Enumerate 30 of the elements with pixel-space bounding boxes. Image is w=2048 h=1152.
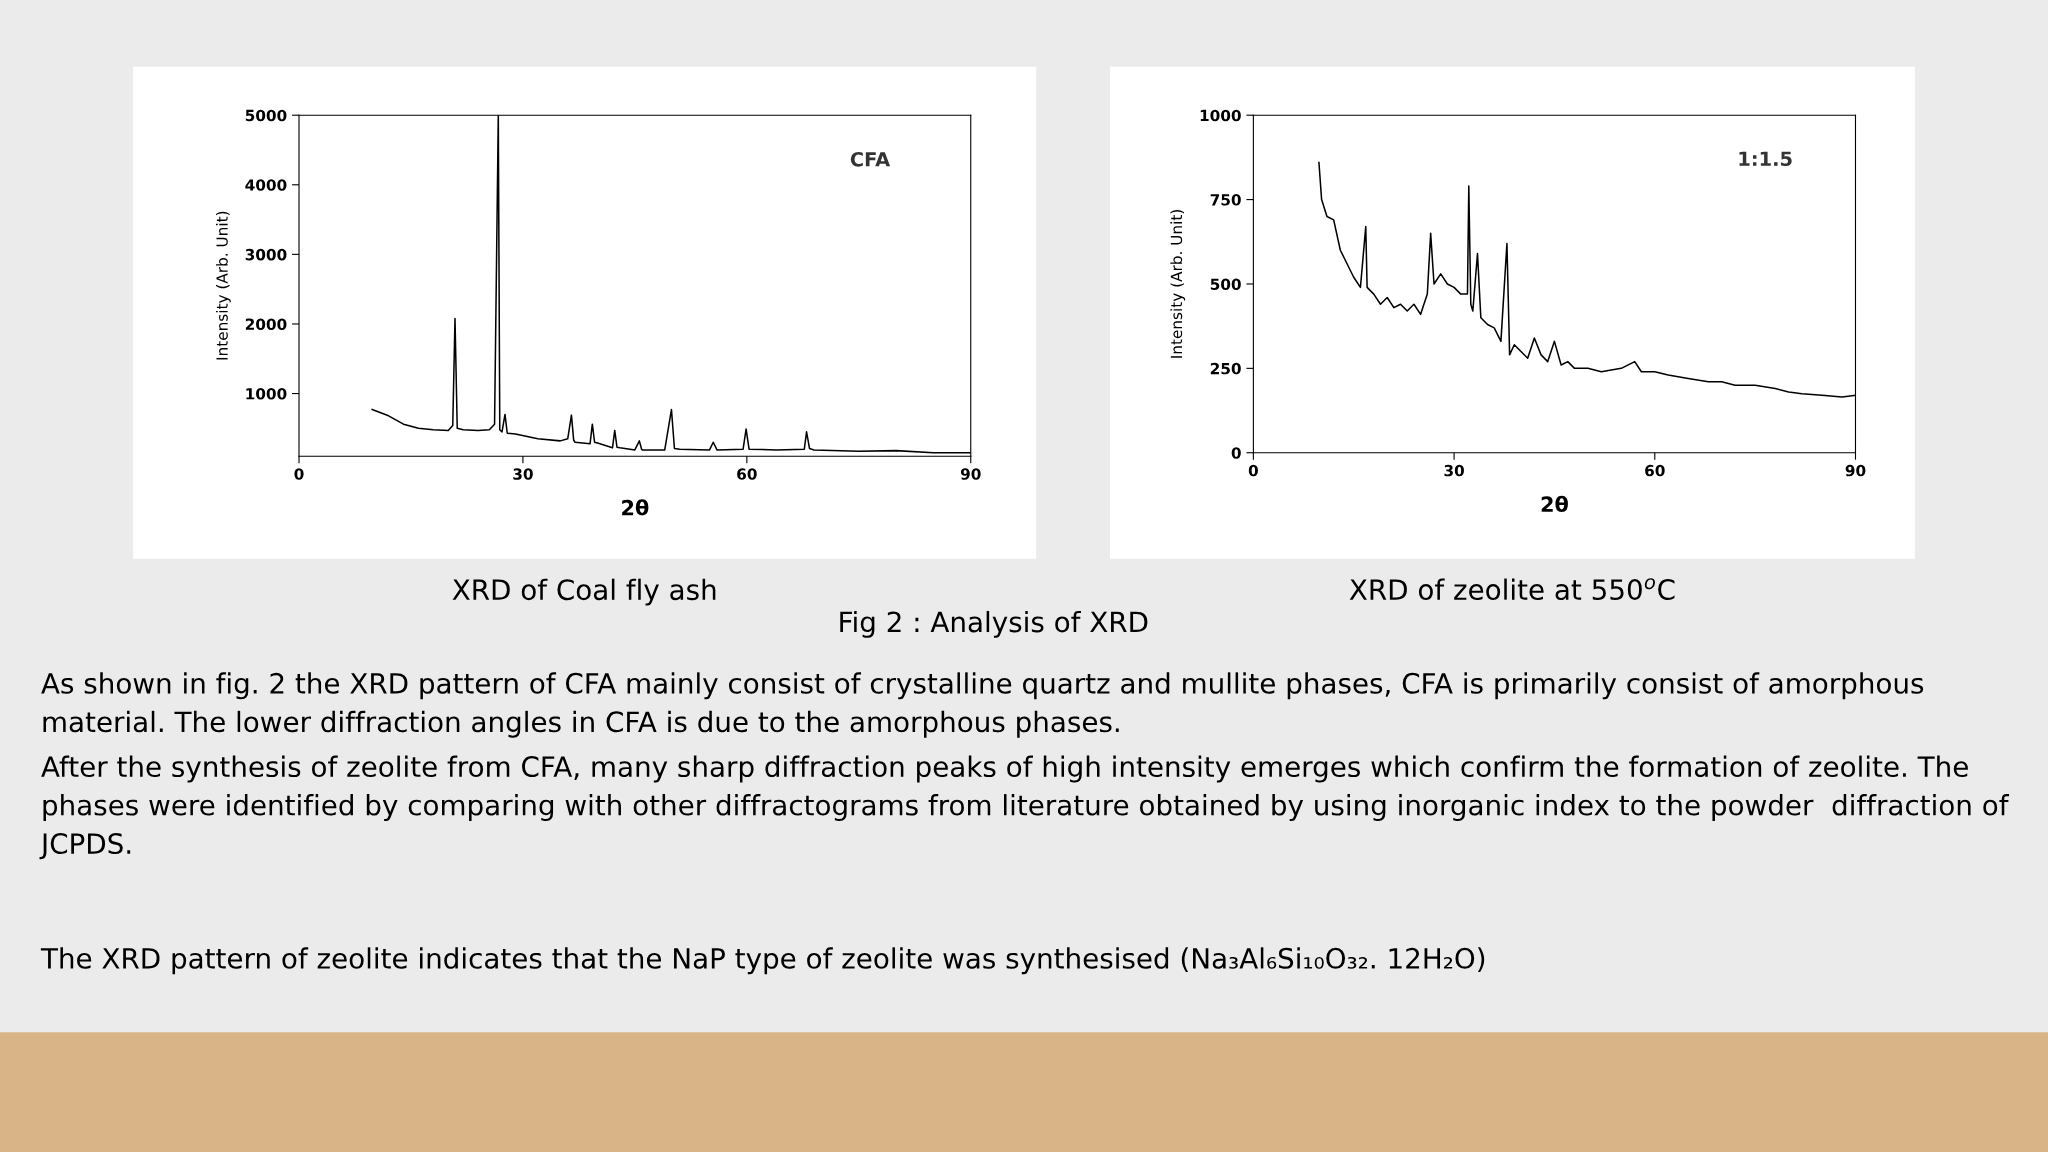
text: XRD of zeolite at 550$^{o}$C: [1349, 578, 1675, 601]
y-tick-label: 3000: [245, 248, 287, 261]
y-tick-label: 2000: [245, 318, 287, 330]
x-tick-label: 30: [1444, 464, 1464, 477]
text: XRD of Coal fly ash: [452, 578, 716, 606]
x-tick-label: 90: [1845, 464, 1866, 477]
y-tick-label: 1000: [246, 388, 287, 400]
text: The XRD pattern of zeolite indicates that the NaP type of zeolite was synthesised (Na₃Al₆Si₁₀O₃₂. 12H₂O): [40, 947, 1485, 975]
x-tick-label: 90: [960, 468, 981, 480]
annotation: CFA: [850, 151, 891, 167]
x-tick-label: 30: [513, 468, 533, 480]
x-tick-label: 60: [737, 468, 757, 480]
y-tick-label: 750: [1210, 194, 1241, 206]
x-tick-label: 0: [294, 468, 304, 480]
annotation: 1:1.5: [1739, 151, 1792, 167]
x-tick-label: 0: [1248, 464, 1258, 477]
text: After the synthesis of zeolite from CFA, many sharp diffraction peaks of high intensity emerges which confirm the formation of zeolite. The phases were identified by comparing with other diffractograms from literature obtained by using inorganic index to the powder diffraction of JCPDS.: [39, 755, 2010, 860]
y-tick-label: 500: [1210, 278, 1241, 290]
y-tick-label: 250: [1210, 362, 1241, 375]
x-axis-title: 2θ: [1541, 495, 1568, 513]
text: As shown in fig. 2 the XRD pattern of CFA mainly consist of crystalline quartz and mullite phases, CFA is primarily consist of amorphous material. The lower diffraction angles in CFA is due to the amorphous phases.: [41, 672, 1924, 738]
y-tick-label: 1000: [1200, 109, 1241, 122]
x-tick-label: 60: [1645, 464, 1665, 477]
y-tick-label: 5000: [245, 109, 287, 122]
y-axis-title: Intensity (Arb. Unit): [1170, 210, 1186, 358]
x-axis-title: 2θ: [622, 499, 649, 516]
caption: Fig 2 : Analysis of XRD: [840, 610, 1148, 638]
y-tick-label: 0: [1231, 447, 1241, 459]
y-axis-title: Intensity (Arb. Unit): [216, 211, 231, 360]
y-tick-label: 4000: [245, 179, 287, 191]
